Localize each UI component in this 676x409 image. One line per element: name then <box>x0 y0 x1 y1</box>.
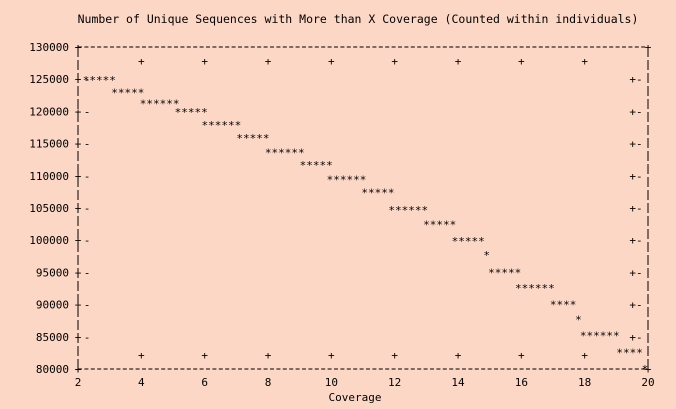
y-tick-label: 115000 <box>29 138 69 151</box>
y-tick-label: 120000 <box>29 105 69 118</box>
x-tick-label: 14 <box>451 376 465 389</box>
y-tick-mark-right: +- <box>629 170 642 183</box>
x-tick-mark-bottom: + <box>455 349 462 362</box>
y-tick-label: 80000 <box>36 363 69 376</box>
x-tick-label: 16 <box>515 376 528 389</box>
x-tick-label: 10 <box>325 376 338 389</box>
y-tick-label: 110000 <box>29 170 69 183</box>
x-tick-mark-bottom: + <box>581 349 588 362</box>
data-point: ****** <box>202 119 242 132</box>
y-tick-mark-inner: - <box>84 234 91 247</box>
x-tick-mark-top: + <box>201 55 208 68</box>
y-tick-mark: + <box>75 299 82 312</box>
frame-corner: + <box>75 41 82 54</box>
x-tick-mark-bottom: + <box>328 349 335 362</box>
x-tick-mark-top: + <box>455 55 462 68</box>
y-tick-mark-inner: - <box>84 73 91 86</box>
y-tick-mark-right: +- <box>629 105 642 118</box>
x-tick-mark-top: + <box>265 55 272 68</box>
y-tick-mark-right: +- <box>629 266 642 279</box>
y-tick-mark: + <box>75 73 82 86</box>
x-axis-label: Coverage <box>329 391 382 404</box>
data-point: ****** <box>388 204 428 217</box>
y-tick-mark: + <box>75 170 82 183</box>
data-point: * <box>642 363 649 376</box>
y-tick-mark-inner: - <box>84 266 91 279</box>
y-tick-mark: + <box>75 363 82 376</box>
x-tick-mark-bottom: + <box>138 349 145 362</box>
y-tick-mark: + <box>75 105 82 118</box>
data-point: ***** <box>452 235 485 248</box>
frame-corner: + <box>645 41 652 54</box>
data-point: **** <box>616 346 643 359</box>
y-tick-label: 100000 <box>29 234 69 247</box>
chart-title: Number of Unique Sequences with More tha… <box>78 12 639 26</box>
data-point: * <box>483 249 490 262</box>
y-tick-mark: + <box>75 331 82 344</box>
y-tick-label: 95000 <box>36 266 69 279</box>
y-tick-mark: + <box>75 138 82 151</box>
y-axis: 130000 +125000 + - +-120000 + - +-115000 + - +-110… <box>29 41 642 376</box>
data-point: ***** <box>236 132 269 145</box>
x-tick-mark-top: + <box>328 55 335 68</box>
y-tick-label: 125000 <box>29 73 69 86</box>
data-point: ***** <box>83 74 116 87</box>
data-point: ****** <box>140 98 180 111</box>
y-tick-mark-right: +- <box>629 299 642 312</box>
data-point: **** <box>550 299 577 312</box>
y-tick-mark: + <box>75 266 82 279</box>
y-tick-mark-right: +- <box>629 234 642 247</box>
y-tick-mark-inner: - <box>84 170 91 183</box>
x-tick-label: 8 <box>265 376 272 389</box>
y-tick-mark-inner: - <box>84 331 91 344</box>
data-point: ***** <box>423 219 456 232</box>
data-point: ***** <box>361 187 394 200</box>
y-tick-mark-right: +- <box>629 73 642 86</box>
x-tick-label: 20 <box>641 376 654 389</box>
y-tick-label: 90000 <box>36 299 69 312</box>
y-tick-mark-right: +- <box>629 138 642 151</box>
x-tick-label: 2 <box>75 376 82 389</box>
frame-corner: + <box>75 363 82 376</box>
data-point: ***** <box>111 87 144 100</box>
x-tick-label: 6 <box>201 376 208 389</box>
y-tick-mark-inner: - <box>84 202 91 215</box>
plot-frame: + + + + <box>75 41 652 376</box>
y-tick-label: 105000 <box>29 202 69 215</box>
y-tick-label: 130000 <box>29 41 69 54</box>
x-tick-mark-bottom: + <box>391 349 398 362</box>
x-tick-mark-top: + <box>391 55 398 68</box>
y-tick-mark-right: +- <box>629 331 642 344</box>
y-tick-mark-inner: - <box>84 105 91 118</box>
x-tick-mark-top: + <box>581 55 588 68</box>
x-tick-mark-bottom: + <box>201 349 208 362</box>
x-tick-mark-bottom: + <box>518 349 525 362</box>
x-tick-label: 12 <box>388 376 401 389</box>
series-marks: ****************************************… <box>83 74 649 376</box>
data-point: ****** <box>265 147 305 160</box>
y-tick-mark-right: +- <box>629 202 642 215</box>
frame-corner: + <box>645 363 652 376</box>
y-tick-mark: + <box>75 202 82 215</box>
data-point: * <box>575 313 582 326</box>
x-tick-mark-top: + <box>518 55 525 68</box>
x-axis: 2 4 + +6 + +8 + +10 + +12 + +14 + +16 + +18 + +20 <box>75 55 655 389</box>
x-tick-mark-top: + <box>138 55 145 68</box>
data-point: ***** <box>488 266 521 279</box>
data-point: ****** <box>580 330 620 343</box>
data-point: ***** <box>300 159 333 172</box>
y-tick-mark-inner: - <box>84 138 91 151</box>
x-tick-label: 4 <box>138 376 145 389</box>
y-tick-mark-inner: - <box>84 299 91 312</box>
data-point: ****** <box>327 174 367 187</box>
data-point: ****** <box>515 282 555 295</box>
data-point: ***** <box>175 106 208 119</box>
y-tick-mark: + <box>75 41 82 54</box>
x-tick-mark-bottom: + <box>265 349 272 362</box>
x-tick-label: 18 <box>578 376 591 389</box>
y-tick-mark: + <box>75 234 82 247</box>
y-tick-label: 85000 <box>36 331 69 344</box>
